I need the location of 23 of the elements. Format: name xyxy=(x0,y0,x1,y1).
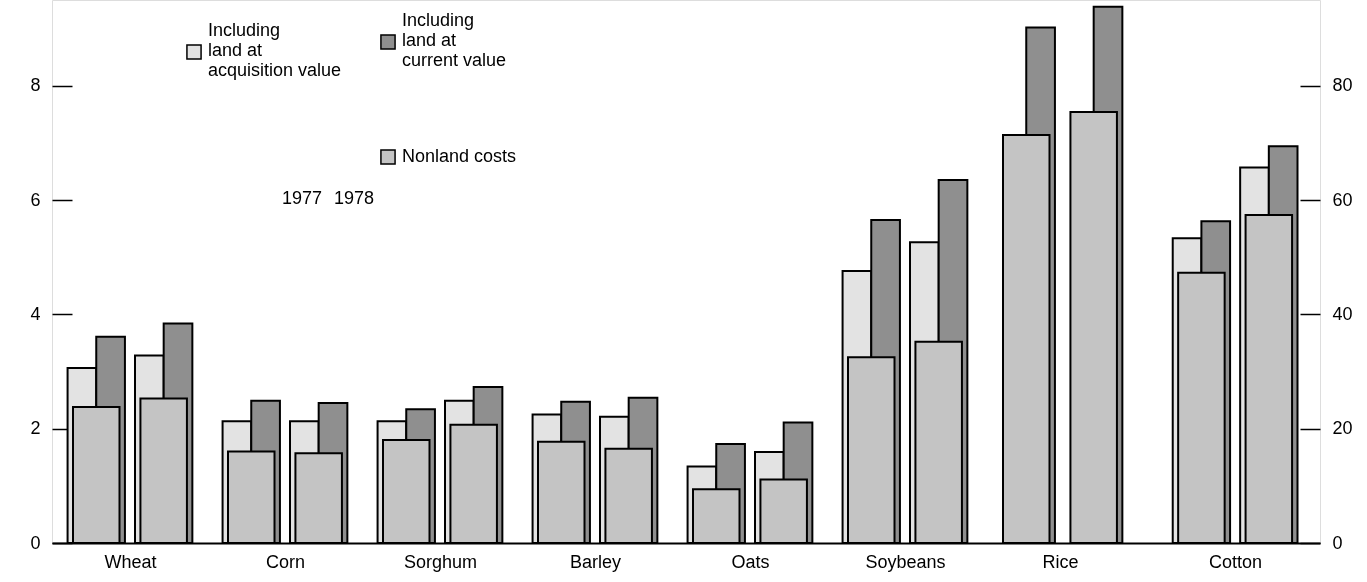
y-tick-label: 2 xyxy=(30,418,41,439)
annotation: 1978 xyxy=(333,188,375,208)
legend-label: Nonland costs xyxy=(402,146,517,166)
y2-tick-label: 40 xyxy=(1332,303,1353,324)
x-tick-label: Barley xyxy=(569,551,621,572)
x-tick-label: Oats xyxy=(731,551,770,572)
x-tick-label: Cotton xyxy=(1209,551,1263,572)
y-tick-label: 6 xyxy=(30,189,41,210)
legend-label: Including land at acquisition value xyxy=(208,20,342,80)
x-tick-label: Soybeans xyxy=(865,551,946,572)
y2-tick-label: 0 xyxy=(1332,532,1343,553)
x-tick-label: Wheat xyxy=(104,551,157,572)
x-tick-label: Corn xyxy=(265,551,305,572)
y2-tick-label: 60 xyxy=(1332,189,1353,210)
y-tick-label: 8 xyxy=(30,75,41,96)
y2-tick-label: 20 xyxy=(1332,418,1353,439)
y-tick-label: 0 xyxy=(30,532,41,553)
y2-tick-label: 80 xyxy=(1332,75,1353,96)
x-tick-label: Sorghum xyxy=(403,551,477,572)
x-tick-label: Rice xyxy=(1042,551,1079,572)
legend-label: Including land at current value xyxy=(402,10,507,70)
annotation: 1977 xyxy=(281,188,323,208)
y-tick-label: 4 xyxy=(30,303,41,324)
